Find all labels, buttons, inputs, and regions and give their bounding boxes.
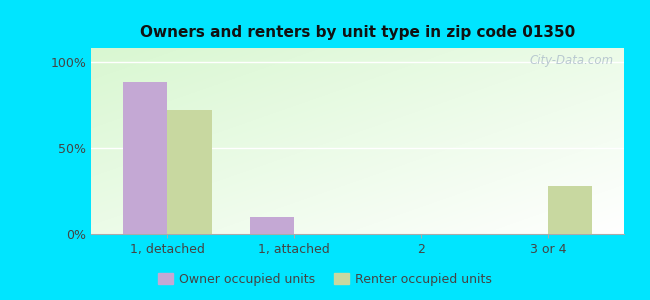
Bar (123, 82, 167, 234)
Bar (167, 110, 211, 234)
Legend: Owner occupied units, Renter occupied units: Owner occupied units, Renter occupied un… (153, 268, 497, 291)
Text: City-Data.com: City-Data.com (529, 54, 614, 67)
Bar (548, 186, 592, 234)
Title: Owners and renters by unit type in zip code 01350: Owners and renters by unit type in zip c… (140, 25, 575, 40)
Bar (250, 217, 294, 234)
